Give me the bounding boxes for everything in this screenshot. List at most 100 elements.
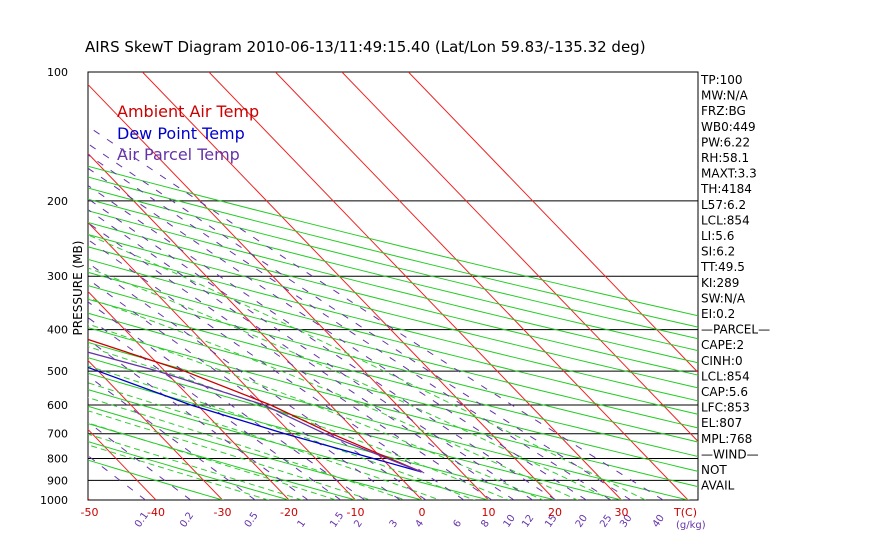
bottom-temp-unit: T(C) bbox=[673, 506, 697, 519]
mixing-ratio-line bbox=[88, 455, 146, 500]
bottom-temp-tick-label: -20 bbox=[280, 506, 298, 519]
mixing-ratio-label: 40 bbox=[651, 513, 667, 530]
dry-adiabat-line bbox=[88, 221, 698, 376]
moist-adiabat-line bbox=[88, 433, 304, 500]
dry-adiabat-line bbox=[88, 357, 624, 500]
mixing-ratio-label: 2 bbox=[352, 518, 365, 530]
dry-adiabat-line bbox=[88, 176, 698, 328]
sounding-index: LCL:854 bbox=[701, 213, 750, 227]
sounding-index: KI:289 bbox=[701, 276, 739, 290]
isotherm-line bbox=[142, 72, 556, 500]
legend-parcel: Air Parcel Temp bbox=[117, 145, 240, 164]
mixing-ratio-label: 12 bbox=[520, 513, 536, 530]
sounding-index: LFC:853 bbox=[701, 401, 750, 415]
mixing-ratio-label: 6 bbox=[451, 518, 464, 530]
moist-adiabat-line bbox=[88, 397, 407, 500]
series-1-line bbox=[88, 366, 422, 473]
moist-adiabat-line bbox=[88, 382, 441, 500]
sounding-index: MPL:768 bbox=[701, 432, 752, 446]
pressure-tick-label: 400 bbox=[47, 324, 68, 337]
sounding-index: CAPE:2 bbox=[701, 338, 744, 352]
isotherm-line bbox=[88, 290, 290, 500]
sounding-index: —WIND— bbox=[701, 447, 759, 461]
sounding-series bbox=[88, 338, 422, 473]
sounding-index: CINH:0 bbox=[701, 354, 743, 368]
mixing-ratio-line bbox=[88, 167, 587, 500]
sounding-index: NOT bbox=[701, 463, 727, 477]
pressure-tick-label: 800 bbox=[47, 453, 68, 466]
bottom-temp-tick-label: 0 bbox=[419, 506, 426, 519]
mixing-ratio-label: 25 bbox=[598, 513, 614, 530]
sounding-index: FRZ:BG bbox=[701, 104, 746, 118]
mixing-ratio-line bbox=[88, 262, 427, 500]
moist-adiabat-line bbox=[88, 444, 270, 500]
pressure-tick-label: 300 bbox=[47, 270, 68, 283]
mixing-ratio-line bbox=[88, 154, 611, 500]
pressure-tick-label: 900 bbox=[47, 474, 68, 487]
mixing-ratio-line bbox=[88, 238, 465, 500]
sounding-index: PW:6.22 bbox=[701, 135, 750, 149]
isotherm-line bbox=[208, 72, 622, 500]
sounding-index: MW:N/A bbox=[701, 89, 749, 103]
mixing-ratio-label: 0.2 bbox=[178, 510, 196, 529]
isotherm-line bbox=[0, 72, 23, 500]
sounding-index: SW:N/A bbox=[701, 291, 746, 305]
bottom-temp-tick-label: -10 bbox=[347, 506, 365, 519]
mixing-ratio-label: 1 bbox=[296, 518, 309, 530]
mixing-ratio-line bbox=[88, 278, 401, 500]
mixing-ratio-label: 20 bbox=[574, 513, 590, 530]
sounding-index: LI:5.6 bbox=[701, 229, 734, 243]
mixing-ratio-line bbox=[88, 208, 515, 500]
sounding-index: SI:6.2 bbox=[701, 245, 735, 259]
moist-adiabat-line bbox=[88, 267, 613, 500]
background-grid bbox=[0, 72, 698, 500]
bottom-temp-tick-label: 10 bbox=[482, 506, 496, 519]
dry-adiabat-line bbox=[88, 258, 698, 415]
moist-adiabat-line bbox=[88, 297, 579, 500]
dry-adiabat-line bbox=[88, 372, 558, 500]
mixing-ratio-label: 3 bbox=[388, 518, 401, 530]
sounding-index: TT:49.5 bbox=[700, 260, 745, 274]
dry-adiabat-line bbox=[88, 389, 491, 500]
legend-ambient: Ambient Air Temp bbox=[117, 102, 259, 121]
dry-adiabat-line bbox=[88, 341, 691, 500]
sounding-index: TH:4184 bbox=[700, 182, 752, 196]
sounding-index: EI:0.2 bbox=[701, 307, 735, 321]
dry-adiabat-line bbox=[88, 165, 698, 317]
pressure-tick-label: 500 bbox=[47, 365, 68, 378]
series-2-line bbox=[88, 351, 422, 473]
sounding-index: LCL:854 bbox=[701, 369, 750, 383]
dry-adiabat-line bbox=[88, 298, 698, 458]
sounding-index: TP:100 bbox=[700, 73, 743, 87]
isotherm-line bbox=[341, 72, 698, 443]
bottom-temp-tick-label: -30 bbox=[214, 506, 232, 519]
moist-adiabat-line bbox=[88, 323, 545, 500]
bottom-temp-tick-label: 30 bbox=[615, 506, 629, 519]
dry-adiabat-line bbox=[88, 233, 698, 389]
dry-adiabat-line bbox=[88, 187, 698, 340]
sounding-index: WB0:449 bbox=[701, 120, 756, 134]
pressure-tick-label: 600 bbox=[47, 399, 68, 412]
mixing-ratio-line bbox=[88, 375, 256, 500]
mixing-ratio-line bbox=[88, 301, 366, 500]
mixing-ratio-label: 8 bbox=[479, 518, 492, 530]
sounding-index: AVAIL bbox=[701, 479, 735, 493]
isotherm-line bbox=[88, 152, 423, 500]
mixing-ratio-label: 0.5 bbox=[243, 510, 261, 529]
sounding-index: CAP:5.6 bbox=[701, 385, 748, 399]
isotherm-line bbox=[275, 72, 689, 500]
mixing-ratio-label: 4 bbox=[414, 518, 427, 530]
sounding-index: RH:58.1 bbox=[701, 151, 749, 165]
sounding-index: L57:6.2 bbox=[701, 198, 746, 212]
dry-adiabat-line bbox=[88, 198, 698, 352]
legend: Ambient Air Temp Dew Point Temp Air Parc… bbox=[117, 102, 259, 164]
dry-adiabat-line bbox=[88, 327, 698, 488]
dry-adiabat-line bbox=[88, 441, 291, 500]
mixing-ratio-line bbox=[88, 421, 191, 500]
mixing-unit-label: (g/kg) bbox=[676, 520, 706, 531]
pressure-tick-label: 100 bbox=[47, 66, 68, 79]
mixing-ratio-line bbox=[88, 125, 664, 500]
sounding-index: —PARCEL— bbox=[701, 323, 770, 337]
pressure-tick-label: 700 bbox=[47, 428, 68, 441]
